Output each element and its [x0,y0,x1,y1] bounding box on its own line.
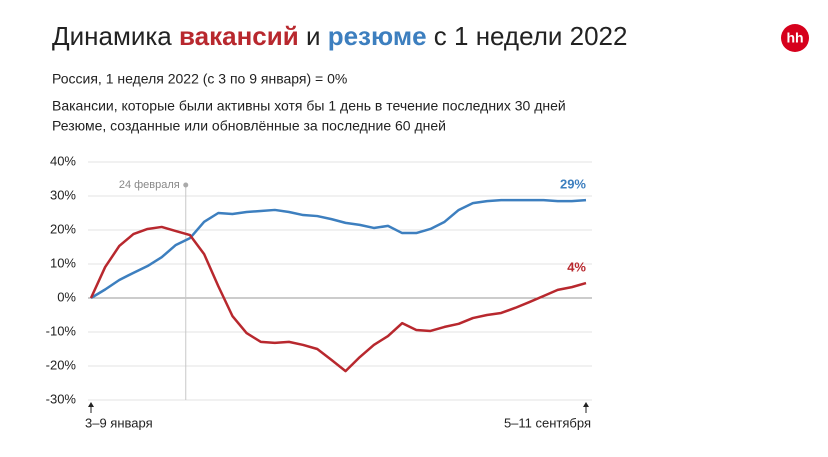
title-part: с 1 недели 2022 [434,21,628,51]
y-tick-label: 0% [57,289,76,304]
line [89,225,587,373]
title-part: резюме [328,21,427,51]
y-tick-label: 40% [50,153,76,168]
subtitle: Россия, 1 неделя 2022 (с 3 по 9 января) … [52,71,347,87]
annotation: 24 февраля [119,179,180,191]
x-tick-label: 5–11 сентября [504,415,591,430]
data-label: 29% [560,177,586,192]
title-part: Динамика [52,21,172,51]
arrow-head [88,402,94,407]
title-part: и [306,21,321,51]
y-tick-label: 30% [50,187,76,202]
x-tick-label: 3–9 января [85,415,153,430]
y-tick-label: -30% [46,391,77,406]
data-label: 4% [567,259,586,274]
y-tick-label: -10% [46,323,77,338]
note: Резюме, созданные или обновлённые за пос… [52,118,446,134]
chart-title: Динамика вакансий и резюме с 1 недели 20… [52,21,627,51]
y-tick-label: 10% [50,255,76,270]
y-tick-label: 20% [50,221,76,236]
logo-circle [781,24,809,52]
logo: hh [786,30,803,46]
y-tick-label: -20% [46,357,77,372]
note: Вакансии, которые были активны хотя бы 1… [52,98,566,114]
arrow-head [583,402,589,407]
line [90,198,587,300]
annotation-dot [183,182,189,188]
title-part: вакансий [179,21,299,51]
